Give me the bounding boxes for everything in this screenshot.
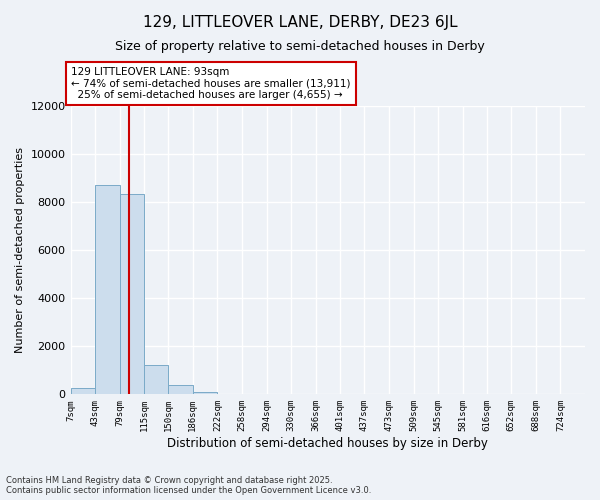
Y-axis label: Number of semi-detached properties: Number of semi-detached properties bbox=[15, 147, 25, 353]
Text: Contains HM Land Registry data © Crown copyright and database right 2025.
Contai: Contains HM Land Registry data © Crown c… bbox=[6, 476, 371, 495]
Bar bbox=[193, 392, 217, 394]
Bar bbox=[168, 385, 193, 394]
Bar bbox=[120, 194, 145, 394]
Bar bbox=[71, 388, 95, 394]
Text: 129, LITTLEOVER LANE, DERBY, DE23 6JL: 129, LITTLEOVER LANE, DERBY, DE23 6JL bbox=[143, 15, 457, 30]
Bar bbox=[95, 185, 120, 394]
Bar bbox=[145, 366, 168, 394]
X-axis label: Distribution of semi-detached houses by size in Derby: Distribution of semi-detached houses by … bbox=[167, 437, 488, 450]
Text: 129 LITTLEOVER LANE: 93sqm
← 74% of semi-detached houses are smaller (13,911)
  : 129 LITTLEOVER LANE: 93sqm ← 74% of semi… bbox=[71, 67, 351, 100]
Text: Size of property relative to semi-detached houses in Derby: Size of property relative to semi-detach… bbox=[115, 40, 485, 53]
